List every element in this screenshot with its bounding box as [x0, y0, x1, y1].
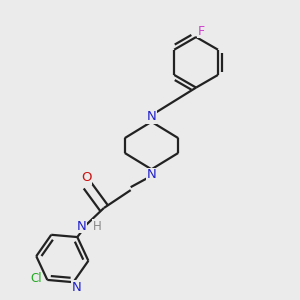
- Text: H: H: [93, 220, 102, 232]
- Text: N: N: [147, 110, 156, 123]
- Text: F: F: [198, 25, 205, 38]
- Text: O: O: [81, 171, 91, 184]
- Text: N: N: [72, 281, 82, 294]
- Text: N: N: [147, 168, 156, 181]
- Text: Cl: Cl: [30, 272, 42, 285]
- Text: N: N: [77, 220, 86, 232]
